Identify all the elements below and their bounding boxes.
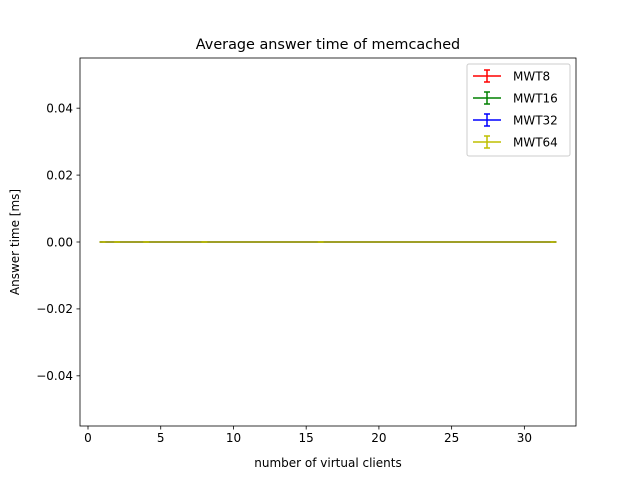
legend-entry: MWT64 (473, 135, 558, 149)
legend-box (466, 63, 571, 157)
x-tick-label: 25 (444, 431, 459, 445)
y-tick-label: 0.04 (46, 101, 73, 115)
legend-label: MWT64 (513, 135, 558, 149)
y-axis-label: Answer time [ms] (8, 189, 22, 295)
y-tick-label: −0.02 (36, 302, 73, 316)
y-tick-label: −0.04 (36, 369, 73, 383)
legend-entry: MWT8 (473, 69, 550, 83)
y-tick-label: 0.00 (46, 235, 73, 249)
x-tick-label: 0 (84, 431, 92, 445)
x-tick-label: 20 (371, 431, 386, 445)
legend-label: MWT8 (513, 69, 550, 83)
x-tick-label: 15 (299, 431, 314, 445)
legend-entry: MWT32 (473, 113, 558, 127)
legend-label: MWT32 (513, 113, 558, 127)
x-tick-label: 10 (226, 431, 241, 445)
x-axis-label: number of virtual clients (254, 456, 401, 470)
chart-title: Average answer time of memcached (196, 37, 460, 53)
plot-area: 0 5 10 15 20 25 30 −0.04 −0.02 0.00 0.02 0.04 (36, 57, 577, 445)
x-tick-label: 30 (517, 431, 532, 445)
legend-entry: MWT16 (473, 91, 558, 105)
x-tick-label: 5 (157, 431, 165, 445)
x-axis-ticks: 0 5 10 15 20 25 30 (84, 426, 532, 445)
y-tick-label: 0.02 (46, 168, 73, 182)
y-axis-ticks: −0.04 −0.02 0.00 0.02 0.04 (36, 101, 80, 383)
legend: MWT8 MWT16 MWT32 MWT64 (466, 63, 571, 157)
legend-label: MWT16 (513, 91, 558, 105)
